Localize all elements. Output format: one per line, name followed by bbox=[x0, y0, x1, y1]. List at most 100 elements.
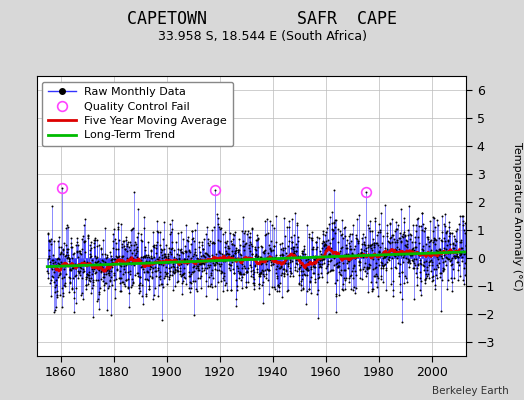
Point bbox=[146, 272, 154, 279]
Point bbox=[359, 254, 367, 260]
Point bbox=[97, 276, 106, 282]
Point bbox=[348, 267, 356, 274]
Point bbox=[118, 270, 127, 277]
Point bbox=[111, 295, 119, 301]
Point bbox=[177, 273, 185, 279]
Point bbox=[447, 262, 455, 268]
Point bbox=[121, 268, 129, 275]
Point bbox=[374, 242, 383, 248]
Point bbox=[404, 232, 412, 238]
Point bbox=[440, 221, 449, 228]
Point bbox=[104, 262, 112, 268]
Point bbox=[208, 267, 216, 274]
Point bbox=[447, 256, 455, 263]
Point bbox=[358, 234, 367, 241]
Point bbox=[354, 251, 363, 258]
Point bbox=[195, 261, 203, 267]
Point bbox=[346, 231, 354, 237]
Point bbox=[304, 259, 312, 265]
Point bbox=[91, 270, 99, 276]
Point bbox=[86, 274, 95, 281]
Point bbox=[385, 251, 393, 258]
Point bbox=[146, 261, 154, 267]
Point bbox=[443, 256, 452, 262]
Point bbox=[197, 261, 205, 268]
Point bbox=[58, 275, 66, 281]
Point bbox=[369, 256, 377, 262]
Point bbox=[242, 284, 250, 290]
Point bbox=[246, 230, 254, 236]
Point bbox=[452, 238, 460, 244]
Point bbox=[324, 269, 332, 276]
Point bbox=[45, 255, 53, 262]
Point bbox=[441, 254, 450, 260]
Point bbox=[313, 315, 322, 322]
Point bbox=[389, 292, 397, 299]
Point bbox=[450, 275, 458, 281]
Point bbox=[166, 230, 174, 237]
Point bbox=[87, 245, 95, 252]
Point bbox=[249, 267, 257, 273]
Point bbox=[315, 261, 324, 267]
Point bbox=[139, 263, 147, 270]
Point bbox=[282, 253, 291, 260]
Point bbox=[278, 251, 287, 258]
Point bbox=[348, 287, 357, 293]
Point bbox=[366, 218, 375, 224]
Point bbox=[82, 282, 91, 288]
Point bbox=[105, 262, 114, 268]
Point bbox=[410, 260, 418, 266]
Point bbox=[340, 275, 348, 282]
Point bbox=[192, 265, 201, 271]
Point bbox=[163, 270, 171, 276]
Point bbox=[130, 262, 138, 268]
Point bbox=[385, 246, 393, 253]
Point bbox=[150, 292, 159, 298]
Point bbox=[165, 245, 173, 251]
Point bbox=[241, 241, 249, 248]
Point bbox=[230, 270, 238, 276]
Point bbox=[433, 275, 442, 281]
Point bbox=[47, 277, 55, 283]
Point bbox=[82, 259, 91, 265]
Point bbox=[190, 268, 198, 274]
Point bbox=[110, 256, 118, 262]
Point bbox=[116, 268, 124, 274]
Point bbox=[124, 284, 133, 291]
Point bbox=[111, 236, 119, 242]
Point bbox=[372, 264, 380, 270]
Point bbox=[289, 232, 298, 238]
Point bbox=[380, 244, 389, 251]
Point bbox=[275, 264, 283, 271]
Point bbox=[360, 239, 368, 246]
Point bbox=[258, 249, 267, 255]
Text: 33.958 S, 18.544 E (South Africa): 33.958 S, 18.544 E (South Africa) bbox=[158, 30, 366, 43]
Point bbox=[250, 246, 259, 252]
Point bbox=[173, 251, 182, 258]
Point bbox=[148, 274, 157, 281]
Point bbox=[374, 275, 382, 281]
Point bbox=[260, 256, 268, 262]
Point bbox=[263, 216, 271, 222]
Point bbox=[235, 247, 243, 253]
Point bbox=[339, 287, 347, 293]
Point bbox=[82, 276, 90, 282]
Point bbox=[206, 281, 215, 288]
Point bbox=[147, 246, 155, 253]
Point bbox=[121, 246, 129, 252]
Point bbox=[123, 255, 132, 261]
Point bbox=[367, 278, 376, 285]
Point bbox=[450, 232, 458, 239]
Point bbox=[346, 272, 354, 279]
Point bbox=[414, 250, 423, 257]
Point bbox=[149, 243, 157, 250]
Point bbox=[216, 270, 225, 276]
Point bbox=[425, 239, 433, 245]
Point bbox=[193, 288, 201, 294]
Point bbox=[403, 237, 411, 244]
Point bbox=[225, 216, 234, 222]
Point bbox=[249, 271, 257, 277]
Point bbox=[365, 264, 374, 270]
Point bbox=[115, 237, 124, 243]
Point bbox=[363, 289, 372, 296]
